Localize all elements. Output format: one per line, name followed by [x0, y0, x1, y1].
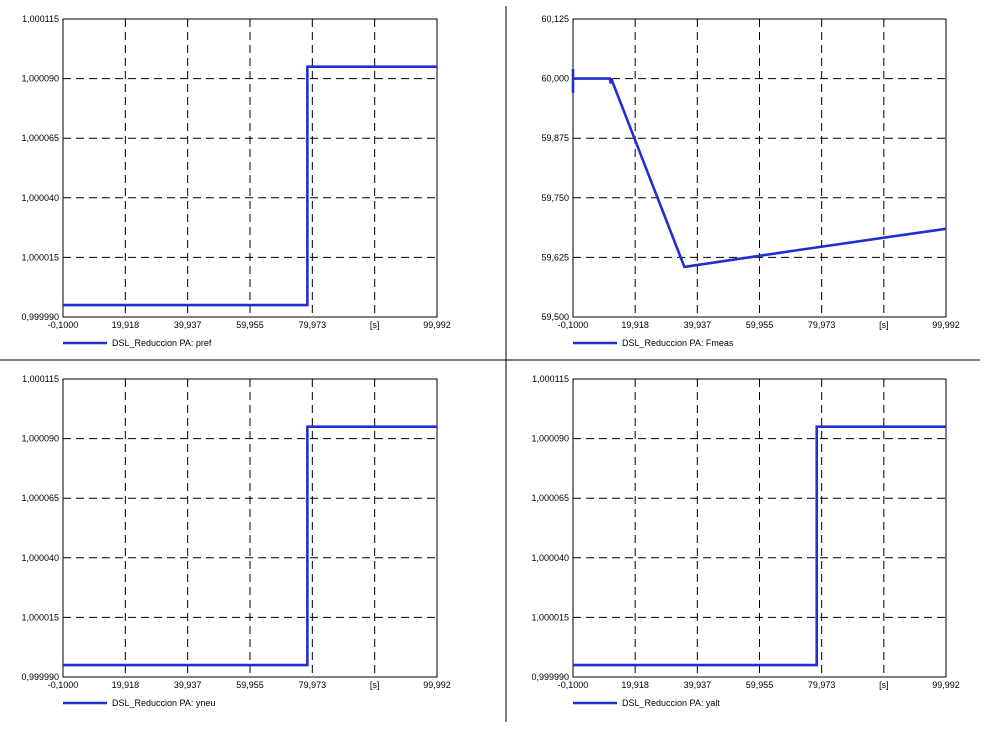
chart-panel-4: 0,999990 1,000015 1,000040 1,000065 1,000090…: [531, 374, 959, 708]
legend-label: DSL_Reduccion PA: yalt: [622, 698, 720, 708]
y-tick-label: 0,999990: [21, 312, 59, 322]
x-tick-label: 19,918: [621, 320, 649, 330]
x-unit-label: [s]: [370, 680, 380, 690]
y-tick-label: 1,000090: [21, 434, 59, 444]
y-tick-label: 1,000065: [21, 133, 59, 143]
plot-frame: [62, 18, 438, 318]
x-tick-label: 59,955: [236, 680, 264, 690]
x-tick-label: -0,1000: [558, 680, 589, 690]
x-tick-label: 19,918: [621, 680, 649, 690]
y-tick-label: 1,000115: [22, 14, 59, 24]
x-tick-label: 39,937: [174, 320, 202, 330]
x-tick-label: 39,937: [684, 320, 712, 330]
x-tick-label: 79,973: [299, 680, 327, 690]
y-tick-label: 1,000065: [21, 493, 59, 503]
y-tick-label: 59,750: [541, 193, 569, 203]
y-tick-label: 1,000015: [21, 252, 59, 262]
y-tick-label: 1,000040: [21, 553, 59, 563]
y-tick-label: 60,125: [541, 14, 569, 24]
chart-panel-2: 59,500 59,625 59,750 59,875 60,000 60,125 -0,1…: [541, 14, 959, 348]
y-tick-label: 1,000040: [21, 193, 59, 203]
x-tick-label: 79,973: [299, 320, 327, 330]
y-tick-label: 1,000090: [21, 74, 59, 84]
plot-frame: [572, 378, 947, 678]
x-tick-label: -0,1000: [48, 680, 79, 690]
x-tick-label: 79,973: [808, 320, 836, 330]
x-tick-label: 79,973: [808, 680, 836, 690]
x-tick-label: 59,955: [746, 680, 774, 690]
x-tick-label: 39,937: [174, 680, 202, 690]
x-unit-label: [s]: [879, 680, 889, 690]
y-tick-label: 1,000115: [532, 374, 569, 384]
x-tick-label: 19,918: [112, 680, 140, 690]
x-tick-label: 99,992: [423, 680, 451, 690]
y-tick-label: 0,999990: [21, 672, 59, 682]
y-tick-label: 1,000065: [531, 493, 569, 503]
series-line: [573, 425, 946, 667]
x-unit-label: [s]: [370, 320, 380, 330]
x-unit-label: [s]: [879, 320, 889, 330]
x-tick-label: 19,918: [112, 320, 140, 330]
series-line: [63, 65, 437, 307]
plot-frame: [572, 18, 947, 318]
series-line: [63, 425, 437, 667]
x-tick-label: 99,992: [932, 680, 960, 690]
y-tick-label: 1,000040: [531, 553, 569, 563]
x-tick-label: 39,937: [684, 680, 712, 690]
y-tick-label: 1,000115: [22, 374, 59, 384]
y-tick-label: 60,000: [541, 74, 569, 84]
series-line: [571, 69, 947, 269]
y-tick-label: 59,500: [541, 312, 569, 322]
x-tick-label: 59,955: [746, 320, 774, 330]
y-tick-label: 59,625: [541, 252, 569, 262]
x-tick-label: 99,992: [423, 320, 451, 330]
x-tick-label: -0,1000: [558, 320, 589, 330]
legend-label: DSL_Reduccion PA: pref: [112, 338, 212, 348]
y-tick-label: 59,875: [541, 133, 569, 143]
legend-label: DSL_Reduccion PA: yneu: [112, 698, 215, 708]
x-tick-label: 59,955: [236, 320, 264, 330]
y-tick-label: 1,000015: [21, 612, 59, 622]
chart-panel-1: 0,999990 1,000015 1,000040 1,000065 1,000090…: [21, 14, 450, 348]
plot-frame: [62, 378, 438, 678]
x-tick-label: 99,992: [932, 320, 960, 330]
legend-label: DSL_Reduccion PA: Fmeas: [622, 338, 734, 348]
chart-panel-3: 0,999990 1,000015 1,000040 1,000065 1,000090…: [21, 374, 450, 708]
y-tick-label: 1,000090: [531, 434, 569, 444]
y-tick-label: 1,000015: [531, 612, 569, 622]
x-tick-label: -0,1000: [48, 320, 79, 330]
y-tick-label: 0,999990: [531, 672, 569, 682]
